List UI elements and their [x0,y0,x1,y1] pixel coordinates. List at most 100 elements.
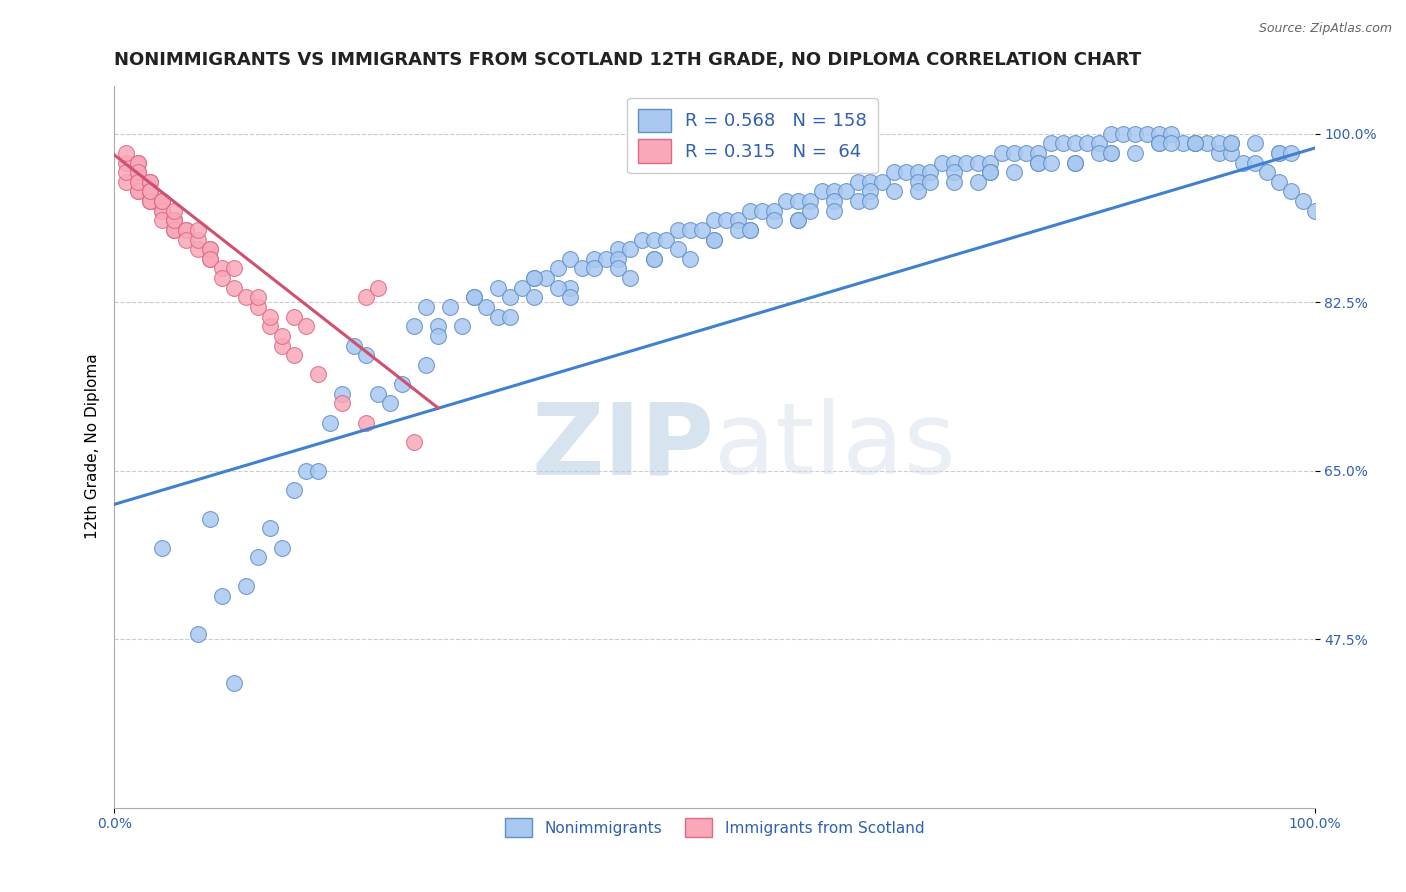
Point [174,223,197,237]
Point [1243,155,1265,169]
Point [1184,136,1206,151]
Point [150,194,173,208]
Point [1279,145,1302,160]
Point [823,203,845,218]
Point [859,194,882,208]
Point [619,271,641,285]
Point [187,627,209,641]
Point [1267,145,1289,160]
Point [1184,136,1206,151]
Point [1111,127,1133,141]
Point [475,300,498,314]
Point [200,252,222,266]
Point [1219,136,1241,151]
Point [163,223,186,237]
Point [415,358,437,372]
Point [1099,145,1122,160]
Point [356,416,378,430]
Point [127,185,149,199]
Point [643,233,665,247]
Point [607,252,630,266]
Point [486,281,509,295]
Point [115,175,138,189]
Point [560,252,582,266]
Point [607,242,630,256]
Point [224,261,246,276]
Point [380,396,402,410]
Point [1039,136,1062,151]
Point [1279,185,1302,199]
Point [235,579,257,593]
Point [211,261,233,276]
Point [343,338,366,352]
Point [920,175,942,189]
Point [666,223,689,237]
Point [643,252,665,266]
Text: ZIP: ZIP [531,398,714,495]
Point [271,541,294,555]
Point [271,338,294,352]
Point [1123,127,1146,141]
Point [583,252,606,266]
Point [211,589,233,603]
Point [1087,136,1109,151]
Point [979,165,1001,179]
Point [139,185,162,199]
Point [560,281,582,295]
Point [979,155,1001,169]
Point [979,165,1001,179]
Point [283,483,305,497]
Point [740,223,762,237]
Point [163,213,186,227]
Point [775,194,797,208]
Point [211,271,233,285]
Point [307,368,329,382]
Point [607,261,630,276]
Point [247,550,270,565]
Point [200,242,222,256]
Point [127,165,149,179]
Point [174,223,197,237]
Point [907,165,929,179]
Point [200,512,222,526]
Point [955,155,977,169]
Point [330,386,353,401]
Point [896,165,918,179]
Point [823,194,845,208]
Point [163,223,186,237]
Point [1028,155,1050,169]
Point [127,155,149,169]
Point [943,155,966,169]
Point [463,290,485,304]
Point [127,175,149,189]
Point [367,386,389,401]
Point [259,319,281,334]
Point [872,175,894,189]
Point [763,213,786,227]
Point [643,252,665,266]
Point [139,194,162,208]
Point [150,213,173,227]
Point [139,194,162,208]
Point [931,155,953,169]
Point [247,290,270,304]
Point [404,319,426,334]
Point [943,175,966,189]
Point [907,185,929,199]
Point [1147,127,1170,141]
Point [163,213,186,227]
Point [127,165,149,179]
Point [1135,127,1157,141]
Point [859,185,882,199]
Point [740,223,762,237]
Point [150,194,173,208]
Point [224,281,246,295]
Point [1267,175,1289,189]
Point [139,194,162,208]
Point [799,203,821,218]
Point [187,242,209,256]
Point [510,281,533,295]
Point [583,261,606,276]
Point [1147,136,1170,151]
Point [967,155,990,169]
